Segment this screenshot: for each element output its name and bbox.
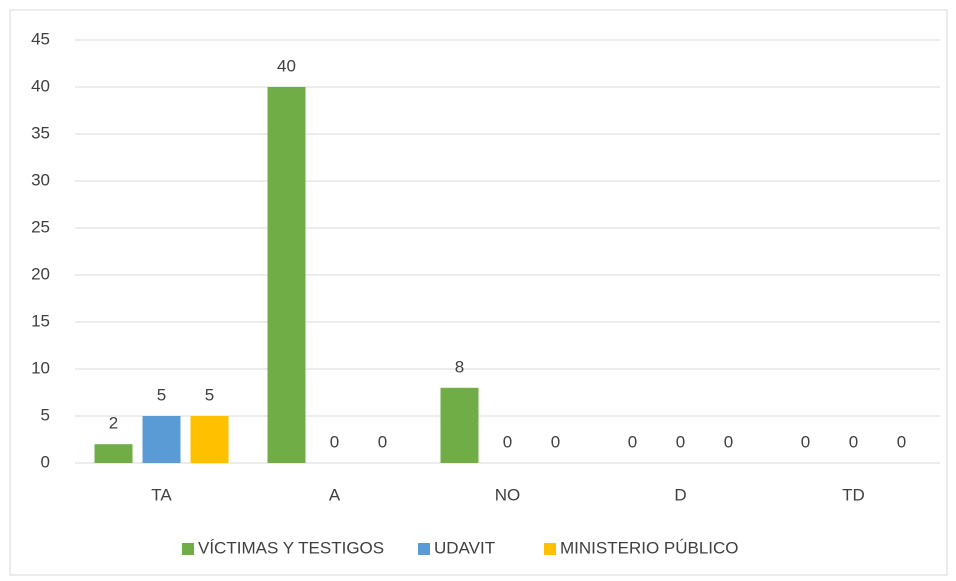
bar	[267, 87, 306, 463]
data-label: 8	[455, 357, 464, 376]
data-label: 0	[676, 432, 685, 451]
legend-label: MINISTERIO PÚBLICO	[560, 538, 739, 557]
data-label: 2	[109, 414, 118, 433]
x-tick-label: A	[329, 485, 341, 504]
x-tick-label: TD	[842, 485, 865, 504]
y-tick-label: 10	[31, 358, 50, 377]
data-label: 0	[849, 432, 858, 451]
data-label: 0	[897, 432, 906, 451]
y-tick-label: 5	[41, 405, 50, 424]
data-label: 0	[503, 432, 512, 451]
y-tick-label: 35	[31, 123, 50, 142]
x-tick-label: TA	[151, 485, 172, 504]
y-tick-label: 40	[31, 76, 50, 95]
data-label: 0	[724, 432, 733, 451]
y-tick-label: 45	[31, 29, 50, 48]
legend-swatch	[544, 543, 556, 555]
y-tick-label: 30	[31, 170, 50, 189]
chart-border	[9, 9, 948, 576]
bar	[94, 444, 133, 463]
legend-label: UDAVIT	[434, 538, 495, 557]
data-label: 0	[378, 432, 387, 451]
data-label: 5	[205, 385, 214, 404]
data-label: 5	[157, 385, 166, 404]
y-tick-label: 0	[41, 452, 50, 471]
x-tick-label: D	[674, 485, 686, 504]
data-label: 0	[628, 432, 637, 451]
data-label: 0	[330, 432, 339, 451]
y-tick-label: 20	[31, 264, 50, 283]
y-tick-label: 25	[31, 217, 50, 236]
legend-swatch	[418, 543, 430, 555]
legend-swatch	[182, 543, 194, 555]
bar	[440, 387, 479, 463]
data-label: 0	[801, 432, 810, 451]
y-tick-label: 15	[31, 311, 50, 330]
x-tick-label: NO	[495, 485, 521, 504]
bar	[142, 416, 181, 463]
legend-label: VÍCTIMAS Y TESTIGOS	[198, 538, 384, 557]
bar	[190, 416, 229, 463]
data-label: 0	[551, 432, 560, 451]
data-label: 40	[277, 56, 296, 75]
